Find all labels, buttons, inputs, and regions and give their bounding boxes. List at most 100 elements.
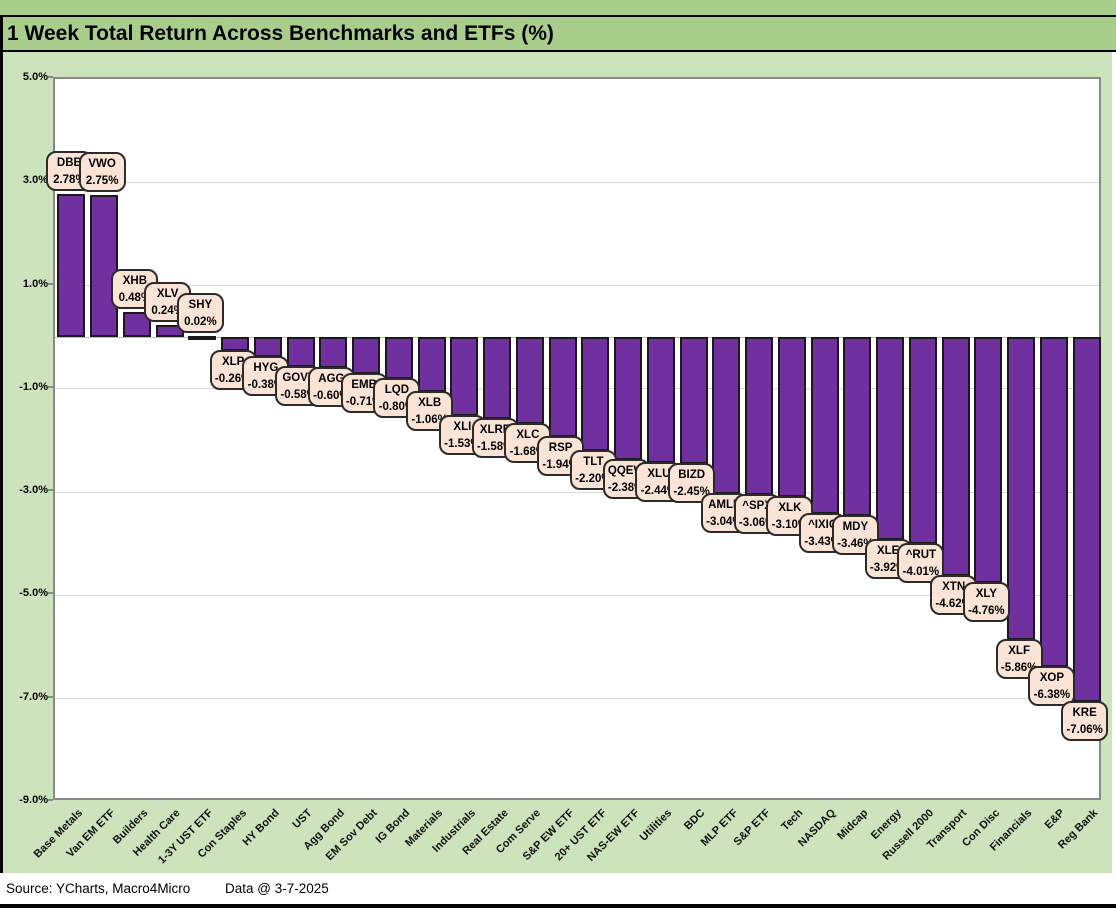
y-axis-label: 3.0% [22,174,48,187]
bar-label-value: -4.01% [902,566,940,579]
bar [646,337,675,464]
page-title: 1 Week Total Return Across Benchmarks an… [7,22,554,45]
bar-label-value: -0.26% [214,372,252,385]
bar-label-value: -1.68% [509,445,547,458]
bar-label-ticker: XLU [647,468,671,481]
bar-label-value: -2.44% [640,485,678,498]
bar [352,337,381,374]
bar-label-ticker: VWO [88,158,116,171]
bar-data-label: MDY -3.46% [831,514,879,555]
bar-label-ticker: XLC [516,428,540,441]
bar [843,337,872,516]
y-axis-label: -5.0% [19,587,48,600]
bar-label-ticker: XHB [122,275,148,288]
y-axis-tick [48,799,53,801]
bar-label-value: -3.46% [837,537,874,550]
bar-data-label: XLB -1.06% [406,390,454,431]
bar [712,337,741,495]
bar-label-value: -4.76% [968,605,1005,618]
bottom-black-bar [0,904,1116,908]
bar [450,337,479,417]
bar [777,337,806,498]
bar-label-value: -7.06% [1066,723,1103,736]
bar-label-value: 0.48% [118,292,152,305]
bar-label-value: -2.45% [673,485,710,498]
bar-label-ticker: XLRE [479,423,511,436]
bar [221,337,250,351]
y-axis-tick [48,695,53,698]
gridline [55,594,1099,596]
data-date-text: Data @ 3-7-2025 [225,881,329,896]
bar-label-value: 2.78% [53,173,86,186]
gridline [55,388,1099,390]
bar-label-value: -5.86% [1000,661,1038,674]
chart-title-bar: 1 Week Total Return Across Benchmarks an… [0,15,1116,52]
bar [188,336,217,341]
bar-label-value: -2.38% [607,482,645,495]
bar [581,337,610,451]
bar-label-ticker: XLP [221,355,245,368]
bar-label-ticker: LQD [384,383,410,396]
bar-data-label: XLY -4.76% [962,582,1010,623]
bar-label-ticker: TLT [583,455,604,468]
bar-label-value: 0.24% [151,304,184,317]
bar [1007,337,1036,640]
bar-label-value: -0.80% [378,400,416,413]
bar-label-ticker: KRE [1072,706,1097,719]
gridline [55,285,1099,287]
bar [1039,337,1068,667]
bar-label-ticker: MDY [842,520,869,533]
bar [90,195,119,338]
bar-label-ticker: XLE [876,544,900,557]
gridline [55,181,1099,183]
bar [679,337,708,464]
gridline [55,698,1099,700]
bar-label-ticker: ^IXIC [808,519,838,532]
bar-label-value: -3.43% [804,536,841,549]
y-axis-tick [48,592,53,595]
bar-label-ticker: XTN [942,580,966,593]
bar-label-ticker: DBB [56,156,82,169]
bar-label-ticker: BIZD [678,468,706,481]
y-axis-label: -1.0% [19,380,48,393]
bar-label-ticker: HYG [253,361,279,374]
bar [745,337,774,496]
bar-data-label: BIZD -2.45% [668,462,716,503]
bar-data-label: VWO 2.75% [78,152,126,193]
bar-label-ticker: AGG [318,373,345,386]
bar-label-ticker: XLF [1008,644,1030,657]
bar-label-value: -2.20% [575,472,612,485]
bar [876,337,905,540]
bar-label-value: -0.71% [345,395,383,408]
bar-data-label: KRE -7.06% [1061,700,1109,741]
gridline [55,491,1099,493]
bar-label-value: 2.75% [85,175,119,188]
bar [483,337,512,419]
bar-label-ticker: XLI [453,421,472,434]
bar-label-ticker: XLY [975,588,998,601]
zero-axis-line [55,336,1099,338]
bar-label-value: -4.62% [935,597,972,610]
bar-label-ticker: XLB [418,396,442,409]
bar [1072,337,1101,702]
y-axis-tick [48,489,53,492]
bar-label-value: -1.53% [444,438,481,451]
y-axis-label: -7.0% [19,690,48,703]
bar-label-ticker: ^SPX [742,500,772,513]
bar-label-value: -1.58% [476,440,514,453]
bar-data-label: LQD -0.80% [373,377,421,418]
bar-label-value: -0.58% [280,389,317,402]
y-axis-tick [48,282,53,285]
bar-label-value: -0.60% [313,390,350,403]
bar-label-ticker: RSP [548,442,573,455]
bar-label-ticker: QQEW [607,465,645,478]
bar [417,337,446,392]
bar [515,337,544,424]
bar-label-ticker: XLV [156,287,179,300]
y-axis-label: -3.0% [19,484,48,497]
bar [548,337,577,438]
bar-label-value: -1.94% [542,459,579,472]
bar-label-value: -3.04% [706,516,743,529]
bar [384,337,413,379]
y-axis-tick [48,385,53,388]
